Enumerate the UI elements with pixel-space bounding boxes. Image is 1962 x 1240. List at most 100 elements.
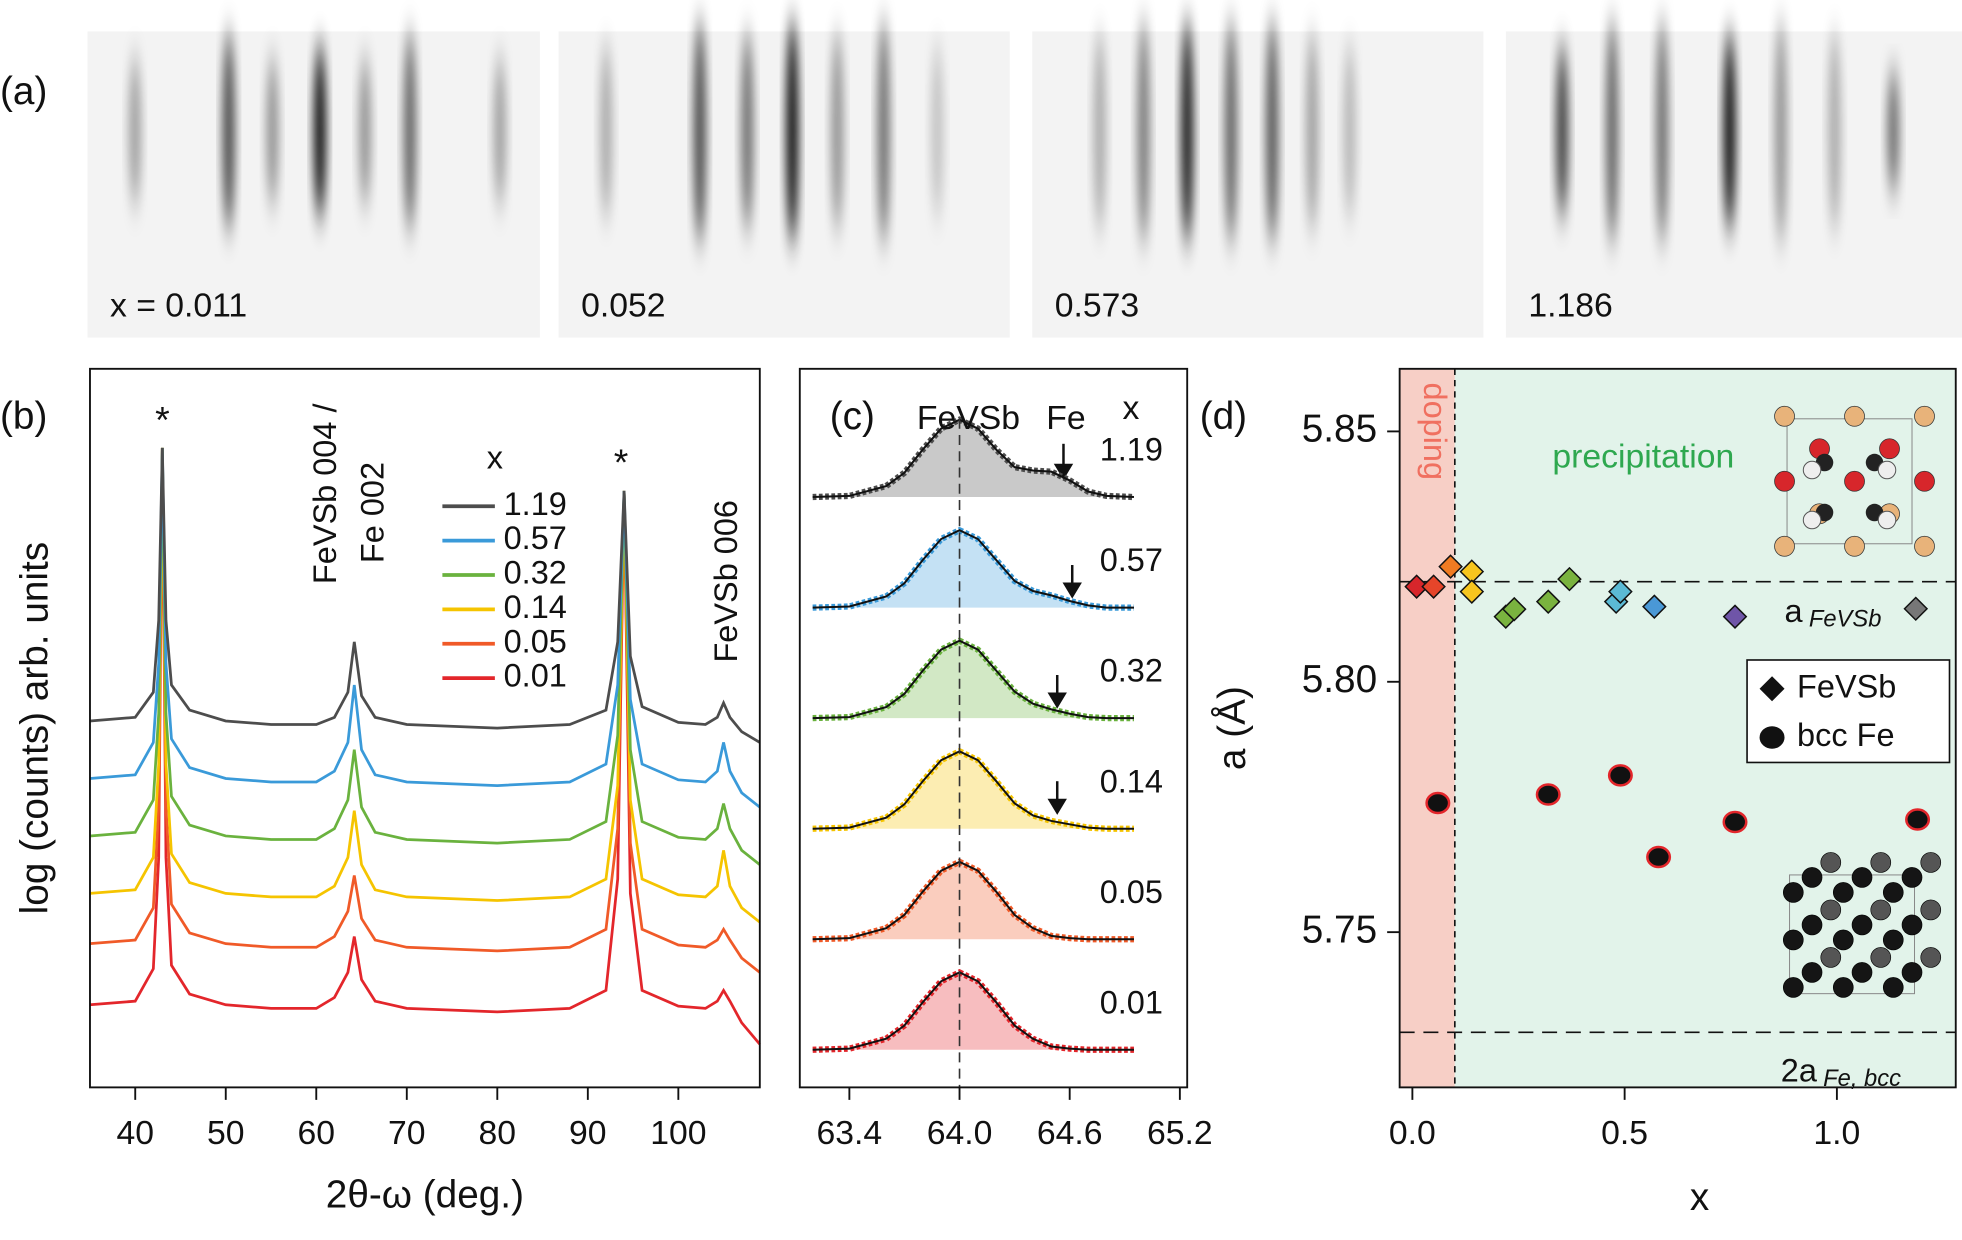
atom bbox=[1844, 470, 1865, 492]
legend-label: 1.19 bbox=[504, 486, 567, 522]
atom bbox=[1914, 470, 1935, 492]
atom bbox=[1920, 899, 1942, 921]
fit-curve bbox=[812, 418, 1135, 499]
atom bbox=[1801, 962, 1823, 983]
legend-title: x bbox=[487, 440, 503, 476]
x-tick-label: 70 bbox=[388, 1114, 426, 1152]
diamond-point bbox=[1608, 579, 1633, 604]
rheed-streak bbox=[1093, 31, 1106, 232]
y-tick-label: 5.85 bbox=[1302, 408, 1377, 451]
atom bbox=[1901, 962, 1923, 983]
diamond-point bbox=[1535, 589, 1561, 614]
circle-point bbox=[1646, 845, 1672, 869]
legend-label: 0.57 bbox=[504, 520, 567, 556]
rheed-streak bbox=[1887, 68, 1900, 194]
rheed-streak bbox=[786, 18, 799, 244]
region bbox=[1399, 368, 1455, 1088]
rheed-streak bbox=[1655, 18, 1669, 244]
diamond-point bbox=[1642, 594, 1667, 619]
atom bbox=[1882, 977, 1904, 998]
rheed-label: 0.052 bbox=[581, 286, 665, 324]
legend-marker bbox=[1759, 726, 1785, 749]
rheed-streak bbox=[358, 56, 372, 207]
x-tick-label: 100 bbox=[650, 1114, 706, 1152]
atom bbox=[1782, 929, 1804, 951]
rheed-streak bbox=[1180, 18, 1194, 244]
atom bbox=[1820, 852, 1842, 873]
rheed-image bbox=[87, 31, 540, 338]
rheed-streak bbox=[1265, 18, 1279, 244]
atom bbox=[1820, 899, 1842, 921]
atom bbox=[1801, 914, 1823, 936]
rheed-streak bbox=[1343, 43, 1356, 219]
peak-label: FeVSb bbox=[917, 399, 1020, 437]
panel-b: 40 50 60 70 80 90 100 2θ-ω (deg.) log (counts) a… bbox=[14, 367, 761, 1217]
atom bbox=[1914, 405, 1935, 427]
panel-labels: (a) (b) (c) (d) bbox=[0, 70, 1247, 438]
atom bbox=[1774, 470, 1795, 492]
diamond-point bbox=[1722, 604, 1748, 629]
rheed-streak bbox=[1305, 31, 1319, 232]
atom bbox=[1914, 535, 1935, 557]
annotation: Fe 002 bbox=[354, 462, 390, 563]
diamond-point bbox=[1404, 574, 1429, 599]
rheed-streak bbox=[1828, 31, 1841, 232]
series-label: 0.14 bbox=[1100, 763, 1163, 799]
x-tick-label: 65.2 bbox=[1147, 1114, 1213, 1152]
rheed-label: 0.573 bbox=[1055, 286, 1139, 324]
rheed-streak bbox=[403, 31, 417, 232]
reference-label: a FeVSb bbox=[1785, 592, 1882, 632]
annotation: FeVSb 004 / bbox=[307, 403, 343, 585]
atom bbox=[1820, 947, 1842, 968]
reference-main: a bbox=[1785, 592, 1804, 628]
legend-label: bcc Fe bbox=[1797, 717, 1895, 753]
circle-point bbox=[1535, 783, 1561, 806]
atom bbox=[1782, 977, 1804, 998]
plot-frame bbox=[1398, 367, 1957, 1089]
series-label: 1.19 bbox=[1100, 432, 1163, 468]
atom bbox=[1920, 852, 1942, 873]
rheed-streak bbox=[877, 18, 890, 244]
x-tick-label: 0.5 bbox=[1601, 1114, 1648, 1152]
y-axis-label: log (counts) arb. units bbox=[14, 542, 57, 914]
atom bbox=[1870, 899, 1892, 921]
rheed-streak bbox=[831, 31, 844, 232]
rheed-streak bbox=[128, 56, 142, 207]
atom bbox=[1844, 535, 1865, 557]
rheed-streak bbox=[1137, 18, 1150, 244]
atom bbox=[1882, 882, 1904, 903]
atom bbox=[1801, 867, 1823, 888]
series-label: 0.57 bbox=[1100, 542, 1163, 578]
rheed-streak bbox=[1605, 18, 1619, 244]
peak-label: Fe bbox=[1046, 399, 1085, 437]
atom bbox=[1802, 460, 1822, 480]
rheed-image bbox=[1032, 31, 1484, 338]
reference-main: 2a bbox=[1781, 1052, 1818, 1088]
fit-curve bbox=[812, 529, 1134, 609]
diamond-point bbox=[1459, 579, 1485, 604]
diamond-point bbox=[1557, 566, 1582, 592]
rheed-streak bbox=[1774, 18, 1788, 244]
atom bbox=[1882, 929, 1904, 951]
atom bbox=[1782, 882, 1804, 903]
atom bbox=[1901, 867, 1923, 888]
circle-point bbox=[1905, 808, 1931, 831]
x-tick-label: 64.6 bbox=[1037, 1114, 1103, 1152]
xrd-curve bbox=[89, 447, 761, 809]
rheed-streak bbox=[693, 18, 707, 244]
diamond-point bbox=[1438, 554, 1463, 579]
atom bbox=[1870, 852, 1892, 873]
atom bbox=[1832, 977, 1854, 998]
annotation: * bbox=[155, 398, 170, 440]
atom bbox=[1802, 510, 1822, 530]
arrow-head bbox=[1062, 582, 1082, 599]
rheed-streak bbox=[266, 56, 279, 207]
legend-label: 0.01 bbox=[504, 658, 567, 694]
region-label: doping bbox=[1417, 383, 1453, 481]
panel-label: (b) bbox=[0, 395, 47, 438]
circle-point bbox=[1607, 764, 1633, 787]
atom bbox=[1774, 535, 1795, 557]
reference-sub: FeVSb bbox=[1809, 607, 1882, 633]
diamond-point bbox=[1501, 596, 1527, 622]
